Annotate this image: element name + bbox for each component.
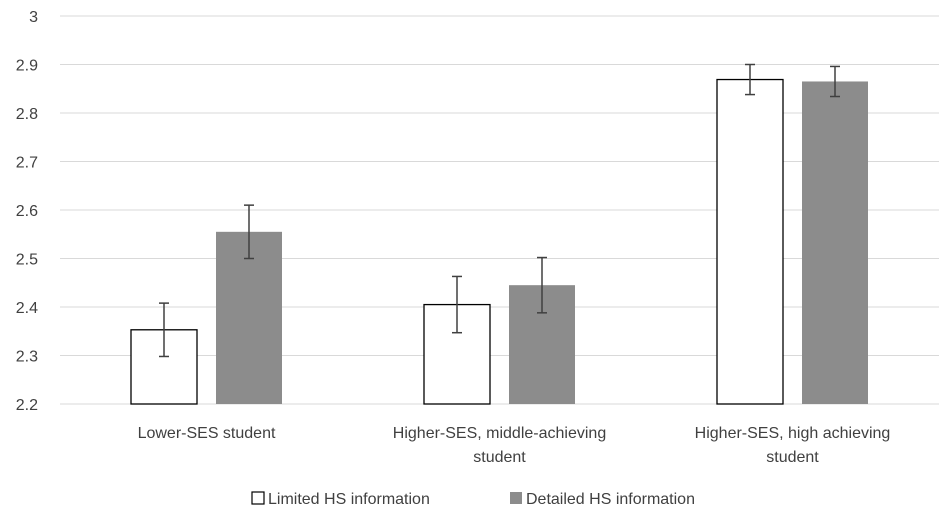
category-label: Lower-SES student [138, 425, 276, 442]
gridlines [60, 15, 939, 405]
legend: Limited HS information Detailed HS inform… [251, 491, 695, 508]
y-tick-label: 2.7 [16, 155, 38, 172]
x-axis-categories: Lower-SES student Higher-SES, middle-achi… [138, 425, 891, 466]
y-tick-label: 2.9 [16, 58, 38, 75]
error-bars [159, 63, 840, 358]
error-bar [537, 256, 547, 314]
legend-swatch [510, 492, 522, 504]
category-label: student [473, 449, 526, 466]
error-bar [159, 302, 169, 358]
y-tick-label: 2.5 [16, 252, 38, 269]
y-tick-label: 3 [29, 9, 38, 26]
error-bar [244, 204, 254, 260]
bar-detailed-0 [216, 231, 282, 404]
category-label: Higher-SES, middle-achieving [393, 425, 606, 442]
legend-label: Detailed HS information [526, 491, 695, 508]
y-axis-ticks: 2.2 2.3 2.4 2.5 2.6 2.7 2.8 2.9 3 [16, 9, 38, 414]
y-tick-label: 2.2 [16, 397, 38, 414]
y-tick-label: 2.4 [16, 300, 38, 317]
error-bar [830, 65, 840, 98]
error-bar [452, 275, 462, 334]
bar-detailed-2 [802, 81, 868, 404]
y-tick-label: 2.6 [16, 203, 38, 220]
y-tick-label: 2.3 [16, 349, 38, 366]
bar-limited-2 [716, 78, 784, 405]
legend-label: Limited HS information [268, 491, 430, 508]
legend-swatch [251, 491, 265, 505]
bars [130, 78, 868, 405]
error-bar [745, 63, 755, 96]
y-tick-label: 2.8 [16, 106, 38, 123]
category-label: student [766, 449, 819, 466]
category-label: Higher-SES, high achieving [695, 425, 891, 442]
